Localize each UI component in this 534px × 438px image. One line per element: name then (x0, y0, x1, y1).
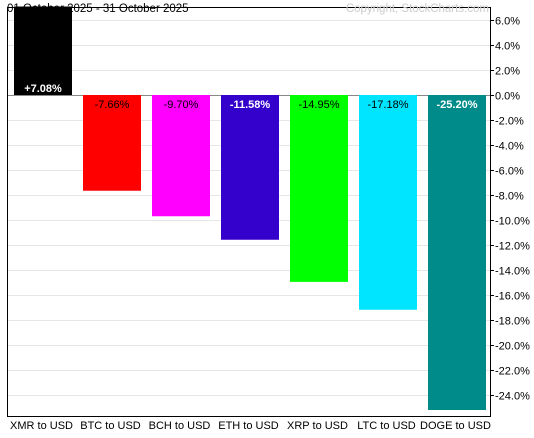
y-tick-label: 0.0% (495, 91, 520, 103)
y-tick-label: -16.0% (495, 291, 530, 303)
bar-3 (221, 95, 279, 240)
y-tick-label: -6.0% (495, 166, 524, 178)
y-tick-label: -20.0% (495, 341, 530, 353)
x-tick-label: BTC to USD (80, 420, 141, 432)
bar-6 (428, 95, 486, 410)
data-label: -7.66% (95, 99, 130, 111)
y-tick-label: 6.0% (495, 16, 520, 28)
bar-5 (359, 95, 417, 310)
bar-4 (290, 95, 348, 282)
x-tick-label: ETH to USD (218, 420, 279, 432)
bars (14, 6, 486, 410)
plot-frame (7, 7, 491, 417)
bar-2 (152, 95, 210, 217)
data-label: +7.08% (24, 83, 62, 95)
x-tick-label: LTC to USD (357, 420, 416, 432)
y-tick-label: 2.0% (495, 66, 520, 78)
data-label: -17.18% (368, 99, 409, 111)
x-tick-label: XRP to USD (287, 420, 348, 432)
data-label: -9.70% (164, 99, 199, 111)
y-tick-label: -10.0% (495, 216, 530, 228)
y-tick-label: -2.0% (495, 116, 524, 128)
x-axis: XMR to USD BTC to USD BCH to USD ETH to USD… (10, 420, 491, 432)
y-tick-label: -12.0% (495, 241, 530, 253)
bar-1 (83, 95, 141, 191)
data-label: -14.95% (299, 99, 340, 111)
y-tick-label: -8.0% (495, 191, 524, 203)
x-tick-label: BCH to USD (149, 420, 211, 432)
y-tick-label: -22.0% (495, 366, 530, 378)
copyright-label: Copyright, StockCharts.com (346, 3, 489, 15)
y-tick-label: -24.0% (495, 391, 530, 403)
x-tick-label: XMR to USD (10, 420, 73, 432)
y-axis: 6.0% 4.0% 2.0% 0.0% -2.0% -4.0% -6.0% -8.0% -10.… (490, 16, 530, 403)
y-tick-label: 4.0% (495, 41, 520, 53)
y-tick-label: -4.0% (495, 141, 524, 153)
data-label: -11.58% (230, 99, 271, 111)
y-tick-label: -14.0% (495, 266, 530, 278)
y-tick-label: -18.0% (495, 316, 530, 328)
bar-0 (14, 6, 72, 95)
x-tick-label: DOGE to USD (420, 420, 491, 432)
date-range-label: 01 October 2025 - 31 October 2025 (7, 3, 189, 15)
data-label: -25.20% (437, 99, 478, 111)
bar-labels: +7.08% -7.66% -9.70% -11.58% -14.95% -17.18% -… (24, 83, 478, 111)
